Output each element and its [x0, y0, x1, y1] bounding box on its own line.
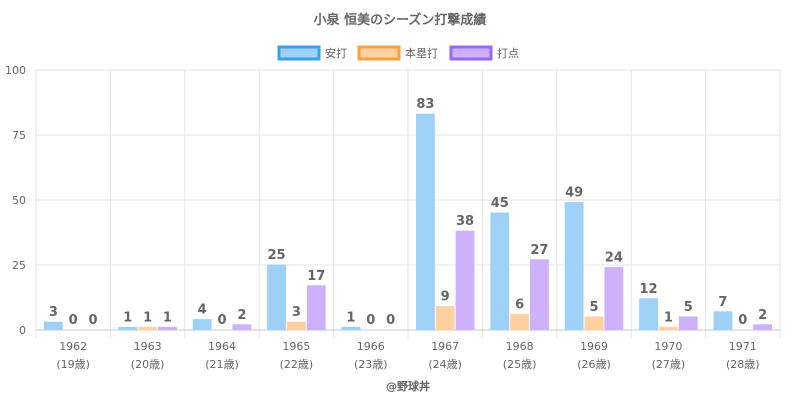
- bar: [530, 259, 549, 331]
- bar: [267, 264, 286, 331]
- bar-value-label: 2: [237, 308, 246, 323]
- bar-value-label: 25: [268, 248, 286, 263]
- legend: 安打 本塁打 打点: [277, 45, 519, 61]
- bars: [43, 113, 773, 331]
- bar-value-label: 0: [738, 313, 747, 328]
- bar: [306, 285, 326, 331]
- bar-value-label: 0: [386, 313, 395, 328]
- bar-value-label: 1: [163, 310, 172, 325]
- bar: [43, 321, 63, 331]
- bar-value-label: 3: [49, 305, 58, 320]
- bar: [138, 326, 158, 331]
- x-tick-label: 1970: [654, 340, 682, 353]
- bar: [604, 267, 624, 331]
- bar-value-label: 24: [605, 251, 623, 266]
- x-age-label: (19歳): [56, 358, 90, 371]
- bar: [713, 311, 733, 331]
- bar-value-label: 4: [198, 303, 207, 318]
- bar: [564, 202, 584, 331]
- x-tick-label: 1965: [282, 340, 310, 353]
- bar-value-label: 27: [530, 243, 548, 258]
- bar-value-label: 49: [565, 186, 583, 201]
- y-tick-label: 75: [12, 129, 26, 142]
- x-axis: 1962 (19歳) 1963 (20歳) 1964 (21歳) 1965 (22歳) 1966…: [56, 340, 759, 371]
- x-tick-label: 1966: [357, 340, 385, 353]
- x-age-label: (23歳): [354, 358, 388, 371]
- x-age-label: (27歳): [652, 358, 686, 371]
- legend-label: 打点: [497, 46, 519, 60]
- x-age-label: (24歳): [428, 358, 462, 371]
- bar-value-label: 0: [89, 313, 98, 328]
- credit-label: @野球丼: [386, 379, 430, 393]
- legend-label: 安打: [325, 46, 347, 60]
- bar-value-label: 3: [292, 305, 301, 320]
- x-tick-label: 1971: [729, 340, 757, 353]
- bar-value-label: 45: [491, 196, 509, 211]
- bar-value-label: 17: [307, 269, 325, 284]
- bar-value-label: 2: [758, 308, 767, 323]
- x-age-label: (22歳): [280, 358, 314, 371]
- bar-value-label: 7: [718, 295, 727, 310]
- x-tick-label: 1969: [580, 340, 608, 353]
- legend-swatch: [449, 45, 493, 61]
- x-tick-label: 1967: [431, 340, 459, 353]
- bar-value-label: 6: [515, 297, 524, 312]
- bar: [158, 326, 177, 331]
- bar: [510, 313, 530, 331]
- bar: [753, 324, 773, 331]
- legend-label: 本塁打: [405, 46, 438, 60]
- bar: [118, 326, 138, 331]
- bar-value-label: 0: [217, 313, 226, 328]
- bar: [455, 230, 475, 331]
- bar-value-label: 1: [346, 310, 355, 325]
- bar-value-label: 1: [664, 310, 673, 325]
- bar-value-label: 1: [123, 310, 132, 325]
- bar: [639, 298, 658, 331]
- bar-value-label: 5: [684, 300, 693, 315]
- x-age-label: (25歳): [503, 358, 537, 371]
- x-age-label: (21歳): [205, 358, 239, 371]
- bar: [678, 316, 698, 331]
- y-tick-label: 100: [5, 64, 26, 77]
- bar-value-label: 38: [456, 214, 474, 229]
- x-tick-label: 1963: [134, 340, 162, 353]
- bar: [490, 212, 510, 331]
- bar-value-label: 0: [69, 313, 78, 328]
- bar: [192, 319, 212, 331]
- x-tick-label: 1962: [59, 340, 87, 353]
- y-tick-label: 50: [12, 194, 26, 207]
- legend-swatch: [277, 45, 321, 61]
- grid: [35, 69, 781, 338]
- y-tick-label: 0: [19, 324, 26, 337]
- bar-value-label: 12: [640, 282, 658, 297]
- bar: [341, 326, 361, 331]
- chart-title: 小泉 恒美のシーズン打撃成績: [314, 12, 487, 28]
- bar: [435, 306, 455, 331]
- bar: [232, 324, 252, 331]
- x-tick-label: 1964: [208, 340, 236, 353]
- x-age-label: (28歳): [726, 358, 760, 371]
- bar-value-label: 9: [441, 290, 450, 305]
- bar-value-label: 83: [416, 97, 434, 112]
- bar-value-label: 0: [366, 313, 375, 328]
- bar: [286, 321, 306, 331]
- y-tick-label: 25: [12, 259, 26, 272]
- bar-value-label: 1: [143, 310, 152, 325]
- y-axis: 0 25 50 75 100: [5, 64, 26, 337]
- x-age-label: (26歳): [577, 358, 611, 371]
- legend-swatch: [357, 45, 401, 61]
- bar-value-label: 5: [589, 300, 598, 315]
- x-tick-label: 1968: [506, 340, 534, 353]
- bar: [658, 326, 678, 331]
- x-age-label: (20歳): [131, 358, 165, 371]
- bar: [584, 316, 604, 331]
- bar: [415, 113, 435, 331]
